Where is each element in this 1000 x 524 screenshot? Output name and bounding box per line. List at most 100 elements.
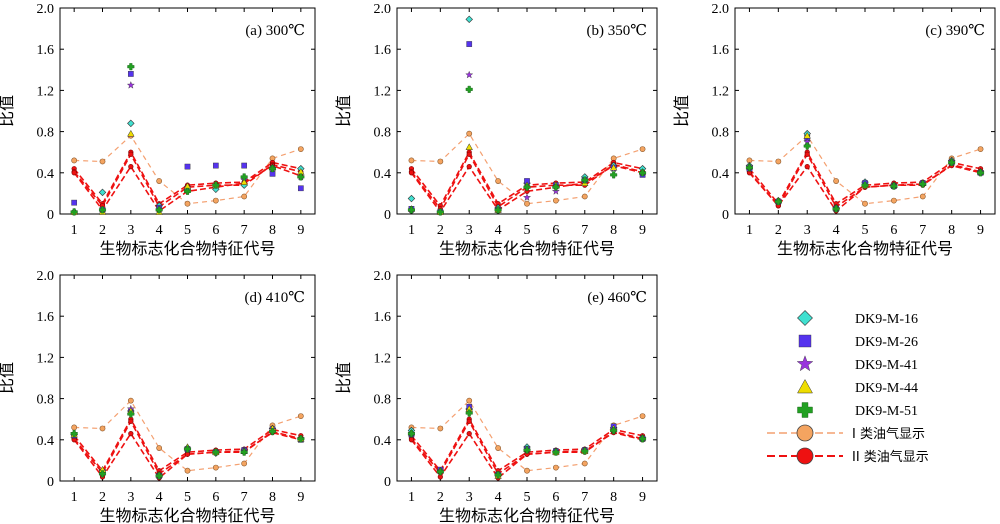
x-tick-label: 7 [241,223,248,238]
x-tick-label: 9 [977,223,984,238]
class2-3-point [437,474,443,480]
class1-point [833,178,840,184]
x-tick-label: 4 [833,223,840,238]
dk9-m-44-point [609,163,618,171]
class1-point [156,178,163,184]
dk9-m-51-point [184,445,191,453]
dk9-m-51-point [832,205,840,213]
class1-point [212,464,219,471]
class1-point [466,130,473,137]
dk9-m-41-point [551,187,560,195]
class1-point [524,200,530,207]
legend-label: DK9-M-51 [855,404,918,419]
dk9-m-51-point [523,183,531,191]
dk9-m-51-point [774,198,782,206]
dk9-m-41-point [126,81,135,89]
y-tick-label: 0.4 [374,434,392,449]
class1-point [156,445,163,451]
x-tick-label: 7 [581,490,588,505]
class2-2-point [466,151,472,157]
y-tick-label: 1.6 [37,43,55,58]
dk9-m-26-point [71,199,78,206]
class2-3-point [804,164,810,170]
legend-plus-icon [797,402,813,418]
x-tick-label: 3 [127,223,134,238]
dk9-m-44-point [240,178,248,185]
dk9-m-51-point [552,448,560,456]
class1-point [639,413,646,420]
class1-point [552,197,559,204]
dk9-m-51-point [803,142,811,150]
y-tick-label: 2.0 [37,2,55,17]
chart-panel-1: 0 0.4 0.8 1.2 1.6 2.0 1 2 3 4 5 6 7 8 9 生物标志化合物特征代号 比值 (a… [0,2,316,258]
x-tick-label: 5 [184,490,191,505]
y-tick-label: 1.6 [374,310,392,325]
class2-2-point [128,151,134,157]
dk9-m-51-point [581,176,589,184]
legend-label: II 类油气显示 [852,449,929,465]
class2-2-point [466,418,472,424]
class1-point [466,397,473,404]
class1-point [127,397,134,404]
class2-3-point [128,164,134,170]
dk9-m-26-point [466,41,473,47]
x-tick-label: 9 [297,223,304,238]
class1-point [408,157,415,164]
dk9-m-51-point [639,435,647,443]
class2-3-point [466,164,472,170]
dk9-m-51-point [861,181,869,189]
class2-3-point [71,170,77,176]
class2-2-point [128,418,134,424]
x-tick-label: 6 [212,490,219,505]
x-tick-label: 7 [919,223,926,238]
dk9-m-51-point [127,63,135,71]
panel-title: (c) 390℃ [925,23,985,39]
x-tick-label: 1 [71,490,78,505]
dk9-m-44-point [803,131,811,139]
y-tick-label: 0 [47,475,54,490]
y-axis-label: 比值 [0,362,16,394]
x-tick-label: 8 [269,223,276,238]
legend-label: DK9-M-26 [855,335,918,350]
dk9-m-51-point [523,446,531,454]
legend-label: DK9-M-41 [855,358,918,373]
x-tick-label: 5 [524,490,531,505]
class1-point [184,200,191,207]
dk9-m-51-point [297,435,305,443]
dk9-m-41-point [465,70,474,79]
x-tick-label: 7 [581,223,588,238]
class2-1-line [748,150,981,206]
y-tick-label: 0 [722,208,729,223]
dk9-m-51-point [465,409,473,417]
dk9-m-26-point [297,185,304,192]
dk9-m-51-point [407,206,415,214]
class1-point [71,157,78,164]
x-tick-label: 6 [552,223,559,238]
class1-point [437,158,444,165]
class1-point [495,445,502,451]
x-tick-label: 2 [437,490,444,505]
class1-point [919,193,926,200]
x-axis-label: 生物标志化合物特征代号 [777,239,953,258]
y-tick-label: 2.0 [374,2,392,17]
dk9-m-51-point [297,173,305,181]
x-tick-label: 5 [524,223,531,238]
dk9-m-51-point [240,173,248,181]
dk9-m-51-point [127,410,135,418]
x-tick-label: 3 [127,490,134,505]
dk9-m-41-point [522,193,532,201]
x-axis-label: 生物标志化合物特征代号 [439,239,615,258]
class1-point [212,197,219,204]
y-tick-label: 0.8 [712,126,730,141]
x-tick-label: 9 [639,490,646,505]
class2-1-line [73,417,301,473]
x-tick-label: 6 [212,223,219,238]
y-tick-label: 0 [47,208,54,223]
x-tick-label: 1 [408,490,415,505]
legend-star-icon [796,355,814,372]
dk9-m-51-point [70,208,78,216]
dk9-m-51-point [494,206,502,214]
legend-square-icon [798,334,812,348]
y-tick-label: 2.0 [374,269,392,284]
